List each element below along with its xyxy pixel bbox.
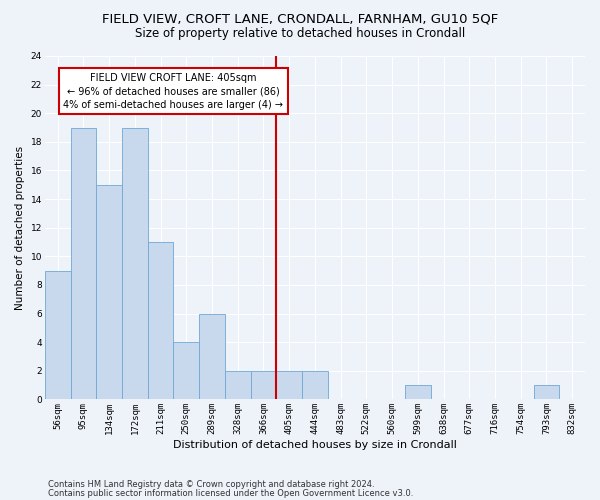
Bar <box>199 314 225 400</box>
Bar <box>302 371 328 400</box>
Text: Contains public sector information licensed under the Open Government Licence v3: Contains public sector information licen… <box>48 489 413 498</box>
Bar <box>173 342 199 400</box>
Bar <box>405 385 431 400</box>
Bar <box>148 242 173 400</box>
Bar <box>45 270 71 400</box>
Y-axis label: Number of detached properties: Number of detached properties <box>15 146 25 310</box>
Text: FIELD VIEW CROFT LANE: 405sqm
← 96% of detached houses are smaller (86)
4% of se: FIELD VIEW CROFT LANE: 405sqm ← 96% of d… <box>64 73 283 110</box>
Bar <box>225 371 251 400</box>
Text: FIELD VIEW, CROFT LANE, CRONDALL, FARNHAM, GU10 5QF: FIELD VIEW, CROFT LANE, CRONDALL, FARNHA… <box>102 12 498 26</box>
Bar <box>122 128 148 400</box>
Bar <box>96 185 122 400</box>
Text: Size of property relative to detached houses in Crondall: Size of property relative to detached ho… <box>135 28 465 40</box>
Bar <box>251 371 277 400</box>
X-axis label: Distribution of detached houses by size in Crondall: Distribution of detached houses by size … <box>173 440 457 450</box>
Text: Contains HM Land Registry data © Crown copyright and database right 2024.: Contains HM Land Registry data © Crown c… <box>48 480 374 489</box>
Bar <box>533 385 559 400</box>
Bar <box>277 371 302 400</box>
Bar <box>71 128 96 400</box>
